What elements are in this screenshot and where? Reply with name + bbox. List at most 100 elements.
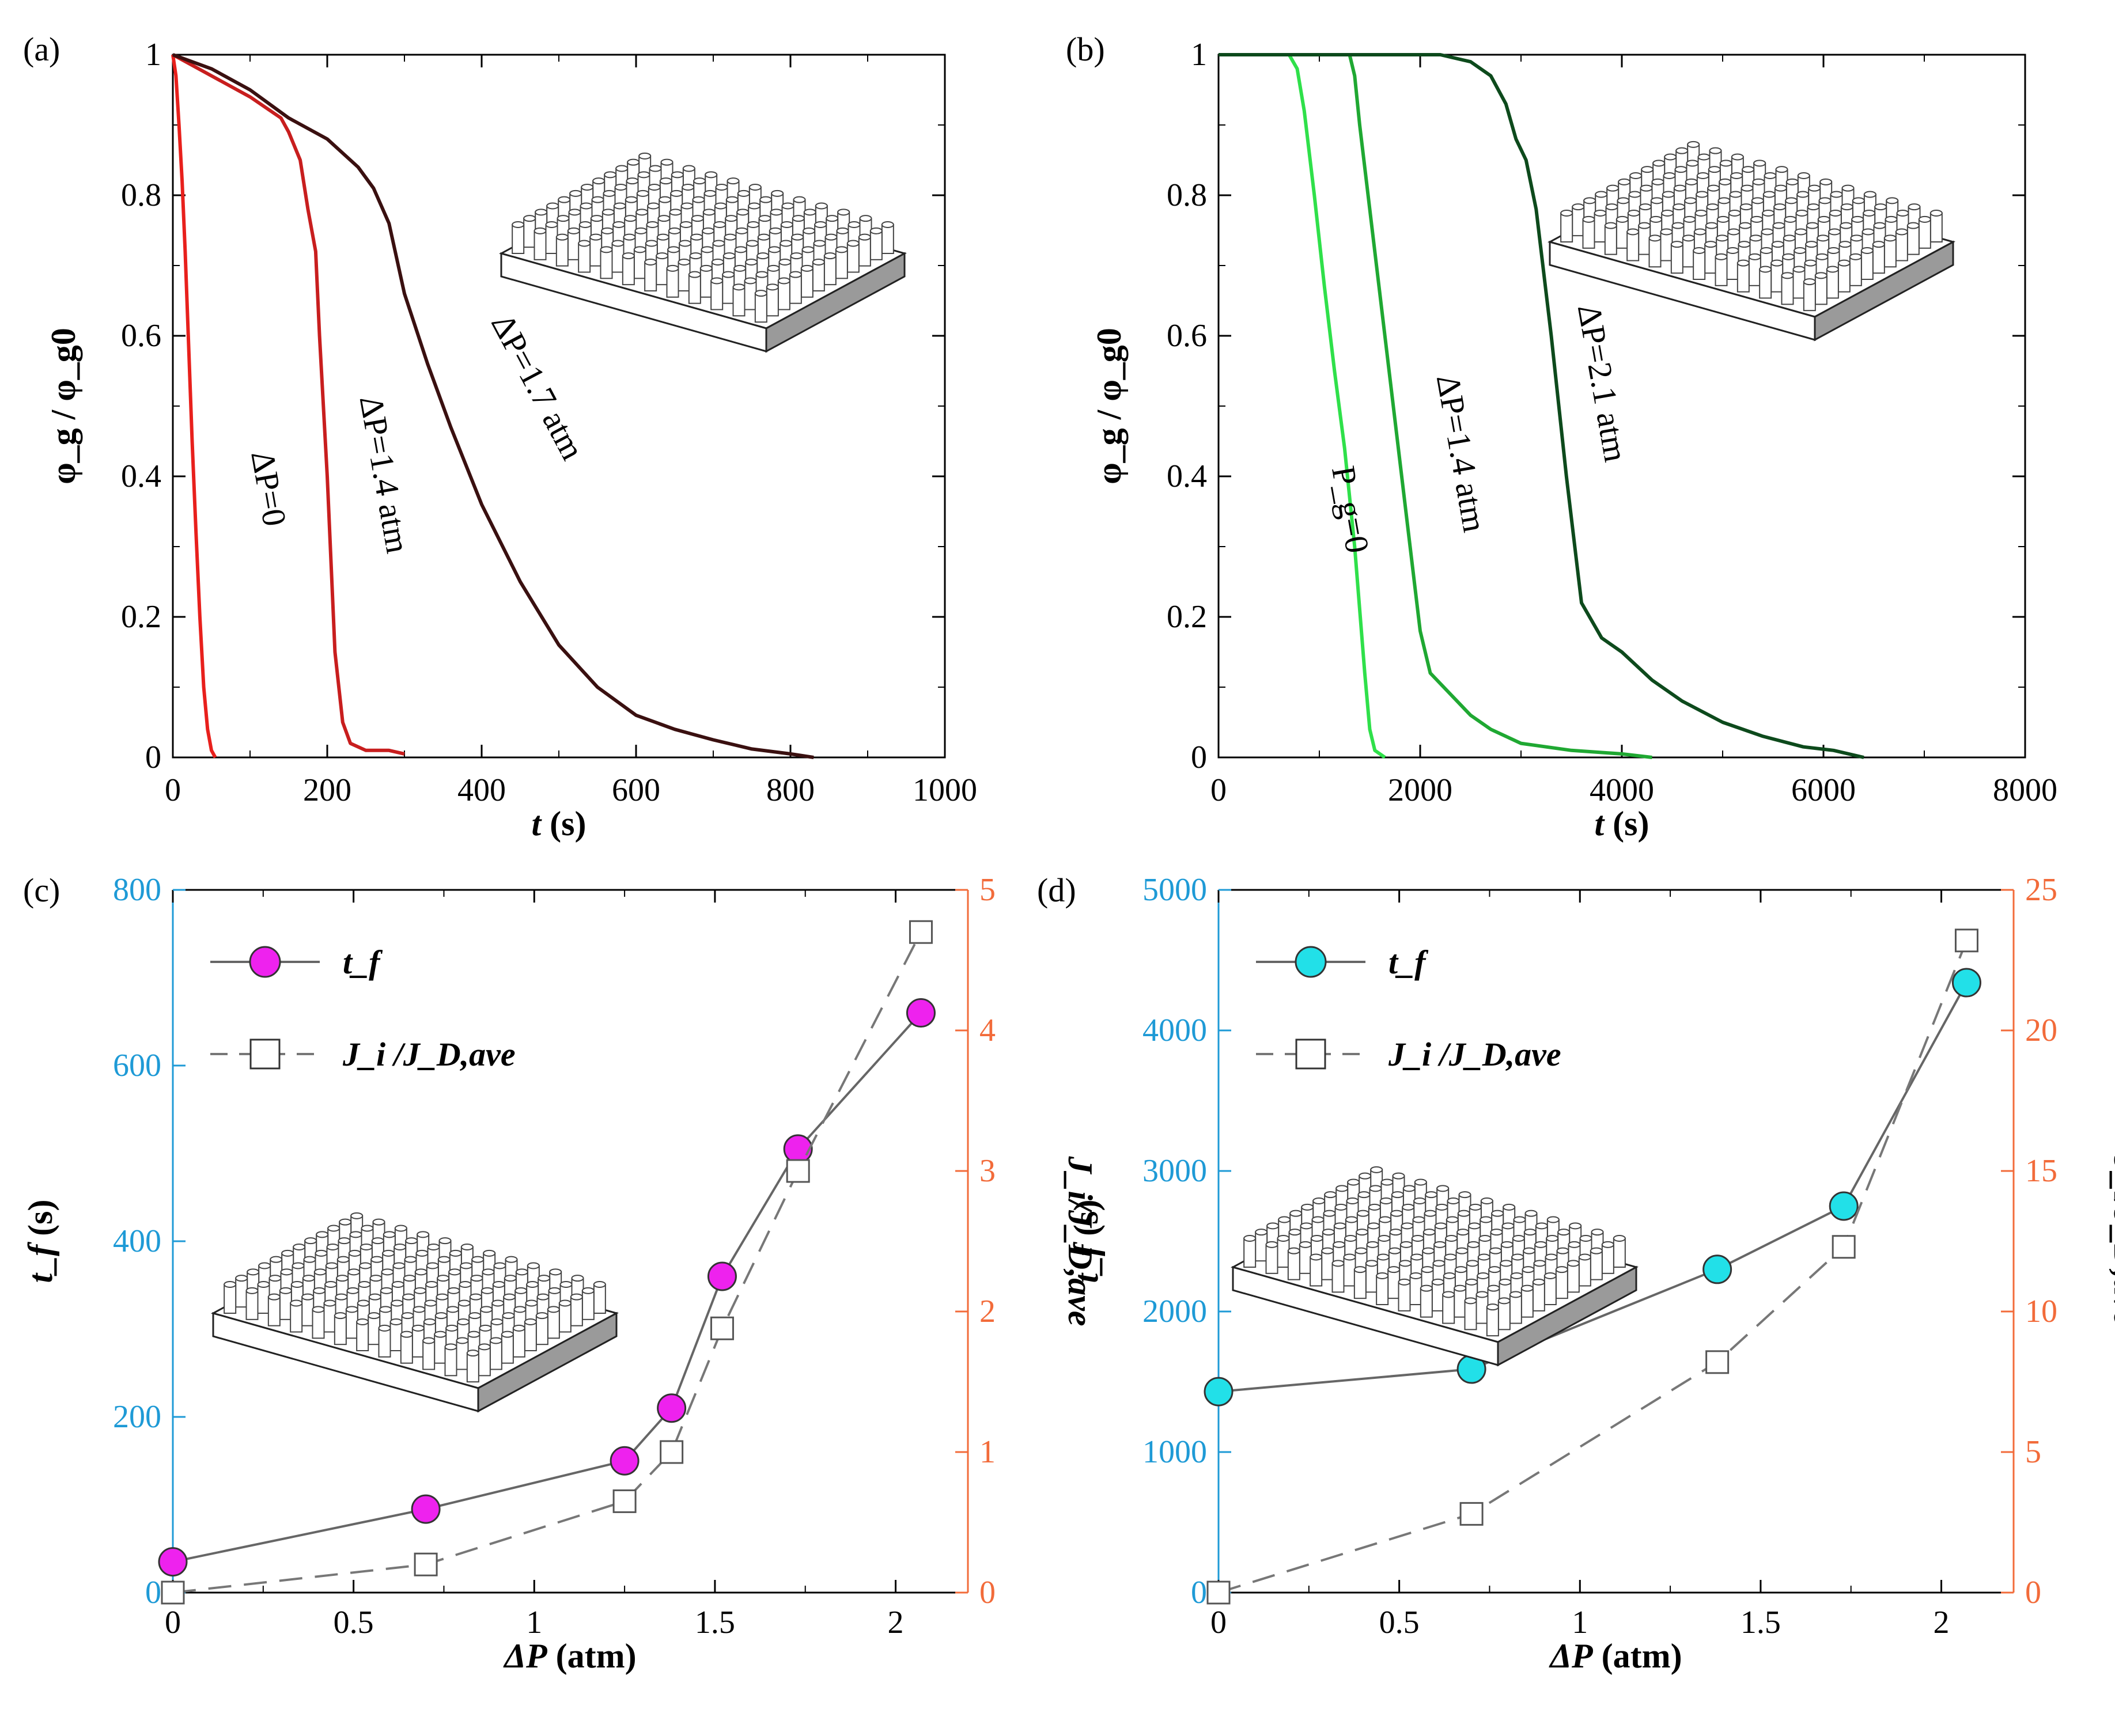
marker-circle bbox=[158, 1547, 188, 1577]
y-tick-label: 0.2 bbox=[1167, 599, 1207, 635]
series-line-0 bbox=[1219, 53, 1386, 759]
y-axis-label: φ_g / φ_g0 bbox=[44, 328, 82, 484]
series-line-1 bbox=[172, 53, 405, 756]
series-line-2 bbox=[1219, 53, 1864, 759]
y-tick-label: 0.4 bbox=[121, 458, 161, 494]
pillar-inset-c bbox=[212, 1212, 618, 1412]
series-line-0 bbox=[171, 54, 217, 759]
x-tick-label: 2 bbox=[888, 1605, 904, 1640]
y-right-tick-label: 3 bbox=[979, 1153, 996, 1189]
marker-circle bbox=[657, 1393, 687, 1423]
marker-square bbox=[1832, 1235, 1856, 1259]
series-label-1: ΔP=1.4 atm bbox=[1429, 372, 1494, 535]
marker-square bbox=[1206, 1580, 1231, 1605]
y-right-tick-label: 1 bbox=[979, 1434, 996, 1470]
x-tick-label: 1.5 bbox=[1741, 1605, 1781, 1640]
marker-square bbox=[612, 1489, 637, 1513]
y-left-tick-label: 200 bbox=[113, 1399, 161, 1435]
marker-square bbox=[1705, 1350, 1730, 1374]
y-right-tick-label: 4 bbox=[979, 1013, 996, 1048]
y-right-tick-label: 0 bbox=[2025, 1575, 2041, 1610]
series-line-2 bbox=[172, 53, 814, 759]
series-line-1 bbox=[1219, 53, 1652, 759]
y-left-tick-label: 800 bbox=[113, 872, 161, 908]
x-axis-label: t (s) bbox=[1595, 805, 1649, 843]
y-tick-label: 0 bbox=[1191, 740, 1207, 775]
y-tick-label: 0.8 bbox=[121, 177, 161, 213]
x-tick-label: 8000 bbox=[1993, 772, 2057, 808]
series-label-1: ΔP=1.4 atm bbox=[353, 393, 417, 556]
panel-b: (b) 0 2000 4000 6000 8000 0 0.2 0.4 0.6 0.8 1 t (s)… bbox=[1066, 31, 2057, 843]
marker-square bbox=[786, 1159, 810, 1183]
marker-circle bbox=[1702, 1254, 1732, 1284]
y-tick-label: 0 bbox=[145, 740, 161, 775]
marker-circle bbox=[1204, 1377, 1234, 1407]
panel-a: (a) 0 200 400 600 800 1000 0 0.2 0.4 0.6 0.8 1 t (s)… bbox=[23, 31, 977, 843]
y-left-axis-label: t_f (s) bbox=[1067, 1200, 1105, 1283]
panel-label-d: (d) bbox=[1037, 871, 1076, 909]
y-right-tick-label: 2 bbox=[979, 1294, 996, 1329]
y-right-tick-label: 5 bbox=[979, 872, 996, 908]
panel-label-c: (c) bbox=[23, 871, 60, 909]
x-tick-label: 2 bbox=[1934, 1605, 1950, 1640]
x-tick-label: 4000 bbox=[1590, 772, 1654, 808]
plot-area-d: 0 0.5 1 1.5 20100020003000400050000510152025… bbox=[1067, 872, 2115, 1675]
series-label-2: ΔP=2.1 atm bbox=[1571, 301, 1635, 464]
x-tick-label: 0 bbox=[1210, 772, 1227, 808]
x-tick-label: 1.5 bbox=[695, 1605, 735, 1640]
y-right-tick-label: 20 bbox=[2025, 1013, 2057, 1048]
panel-c: (c) 0 0.5 1 1.5 2 0 200 400 600 800 0 1 2 3 4 5 ΔP (atm)… bbox=[21, 871, 1099, 1675]
x-axis-label: ΔP (atm) bbox=[1549, 1637, 1682, 1675]
marker-circle bbox=[610, 1446, 640, 1476]
y-tick-label: 1 bbox=[1191, 37, 1207, 73]
legend-marker-j bbox=[249, 1038, 281, 1070]
y-left-axis-label: t_f (s) bbox=[21, 1200, 59, 1283]
series-label-0: ΔP=0 bbox=[244, 448, 294, 529]
y-tick-label: 0.4 bbox=[1167, 458, 1207, 494]
y-tick-label: 0.8 bbox=[1167, 177, 1207, 213]
legend-label-tf: t_f bbox=[1388, 943, 1429, 981]
legend-label-j: J_i /J_D,ave bbox=[342, 1036, 516, 1073]
x-tick-label: 0 bbox=[1210, 1605, 1227, 1640]
x-tick-label: 400 bbox=[457, 772, 506, 808]
marker-circle bbox=[411, 1494, 441, 1524]
marker-square bbox=[1459, 1502, 1484, 1526]
x-tick-label: 600 bbox=[612, 772, 660, 808]
y-left-tick-label: 4000 bbox=[1142, 1013, 1207, 1048]
y-right-axis-label: J_i/J_D,ave bbox=[2107, 1156, 2115, 1326]
y-left-tick-label: 0 bbox=[1191, 1575, 1207, 1610]
legend-marker-tf bbox=[249, 946, 281, 978]
x-tick-label: 0 bbox=[165, 772, 181, 808]
plot-area-a: 0 200 400 600 800 1000 0 0.2 0.4 0.6 0.8 1 t (s) φ_g … bbox=[44, 37, 977, 843]
x-tick-label: 1 bbox=[526, 1605, 542, 1640]
marker-square bbox=[161, 1580, 185, 1605]
legend-label-j: J_i /J_D,ave bbox=[1388, 1036, 1561, 1073]
y-tick-label: 0.6 bbox=[121, 318, 161, 354]
marker-square bbox=[1954, 928, 1978, 953]
series-line-0 bbox=[1218, 982, 1968, 1393]
x-tick-label: 1000 bbox=[913, 772, 977, 808]
panel-label-a: (a) bbox=[23, 31, 60, 68]
marker-circle bbox=[707, 1261, 737, 1291]
y-left-tick-label: 0 bbox=[145, 1575, 161, 1610]
marker-square bbox=[710, 1316, 734, 1340]
x-tick-label: 0.5 bbox=[1379, 1605, 1420, 1640]
y-axis-label: φ_g / φ_g0 bbox=[1090, 328, 1128, 484]
y-right-axis-label: J_i/J_D,ave bbox=[1061, 1156, 1099, 1326]
y-left-tick-label: 600 bbox=[113, 1048, 161, 1083]
y-left-tick-label: 3000 bbox=[1142, 1153, 1207, 1189]
x-tick-label: 1 bbox=[1572, 1605, 1588, 1640]
y-right-tick-label: 25 bbox=[2025, 872, 2057, 908]
y-left-tick-label: 2000 bbox=[1142, 1294, 1207, 1329]
x-tick-label: 0 bbox=[165, 1605, 181, 1640]
marker-square bbox=[660, 1440, 684, 1464]
marker-circle bbox=[1951, 968, 1981, 998]
marker-circle bbox=[906, 998, 936, 1028]
y-right-tick-label: 15 bbox=[2025, 1153, 2057, 1189]
marker-circle bbox=[1829, 1191, 1859, 1221]
pillar-inset-b bbox=[1549, 141, 1954, 341]
y-right-tick-label: 5 bbox=[2025, 1434, 2041, 1470]
y-tick-label: 0.2 bbox=[121, 599, 161, 635]
